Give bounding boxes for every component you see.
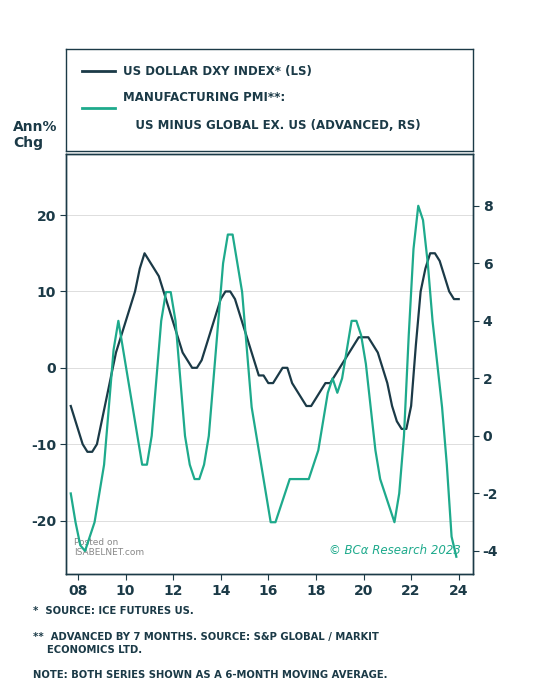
Text: NOTE: BOTH SERIES SHOWN AS A 6-MONTH MOVING AVERAGE.: NOTE: BOTH SERIES SHOWN AS A 6-MONTH MOV… xyxy=(33,670,388,680)
Text: MANUFACTURING PMI**:: MANUFACTURING PMI**: xyxy=(123,91,285,104)
Text: *  SOURCE: ICE FUTURES US.: * SOURCE: ICE FUTURES US. xyxy=(33,606,194,615)
Text: US DOLLAR DXY INDEX* (LS): US DOLLAR DXY INDEX* (LS) xyxy=(123,65,312,78)
Text: **  ADVANCED BY 7 MONTHS. SOURCE: S&P GLOBAL / MARKIT
    ECONOMICS LTD.: ** ADVANCED BY 7 MONTHS. SOURCE: S&P GLO… xyxy=(33,632,379,655)
Text: © BCα Research 2023: © BCα Research 2023 xyxy=(329,544,461,557)
Text: Ann%
Chg: Ann% Chg xyxy=(13,120,58,150)
Text: Posted on
ISABELNET.com: Posted on ISABELNET.com xyxy=(74,538,144,557)
Text: US MINUS GLOBAL EX. US (ADVANCED, RS): US MINUS GLOBAL EX. US (ADVANCED, RS) xyxy=(123,118,421,132)
